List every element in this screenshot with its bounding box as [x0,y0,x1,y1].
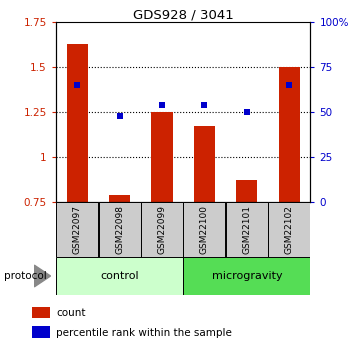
Bar [279,67,300,202]
Bar [183,202,225,257]
Bar [32,326,50,337]
Title: GDS928 / 3041: GDS928 / 3041 [133,8,234,21]
Polygon shape [34,265,51,287]
Point [159,102,165,108]
Bar [56,202,98,257]
Bar [194,127,215,202]
Text: protocol: protocol [4,271,46,281]
Bar [226,202,268,257]
Bar [32,307,50,318]
Text: GSM22097: GSM22097 [73,205,82,254]
Point [117,113,122,118]
Bar [236,180,257,202]
Bar [151,112,173,202]
Text: GSM22102: GSM22102 [285,205,294,254]
Point [244,109,250,115]
Text: control: control [100,271,139,281]
Text: microgravity: microgravity [212,271,282,281]
Bar [66,44,88,202]
Bar [109,195,130,202]
Point [201,102,207,108]
Bar [183,257,310,295]
Bar [141,202,183,257]
Text: percentile rank within the sample: percentile rank within the sample [56,328,232,338]
Bar [268,202,310,257]
Bar [99,202,140,257]
Point [286,82,292,88]
Point [74,82,80,88]
Text: GSM22100: GSM22100 [200,205,209,254]
Text: count: count [56,308,86,318]
Text: GSM22098: GSM22098 [115,205,124,254]
Text: GSM22101: GSM22101 [242,205,251,254]
Bar [56,257,183,295]
Text: GSM22099: GSM22099 [157,205,166,254]
